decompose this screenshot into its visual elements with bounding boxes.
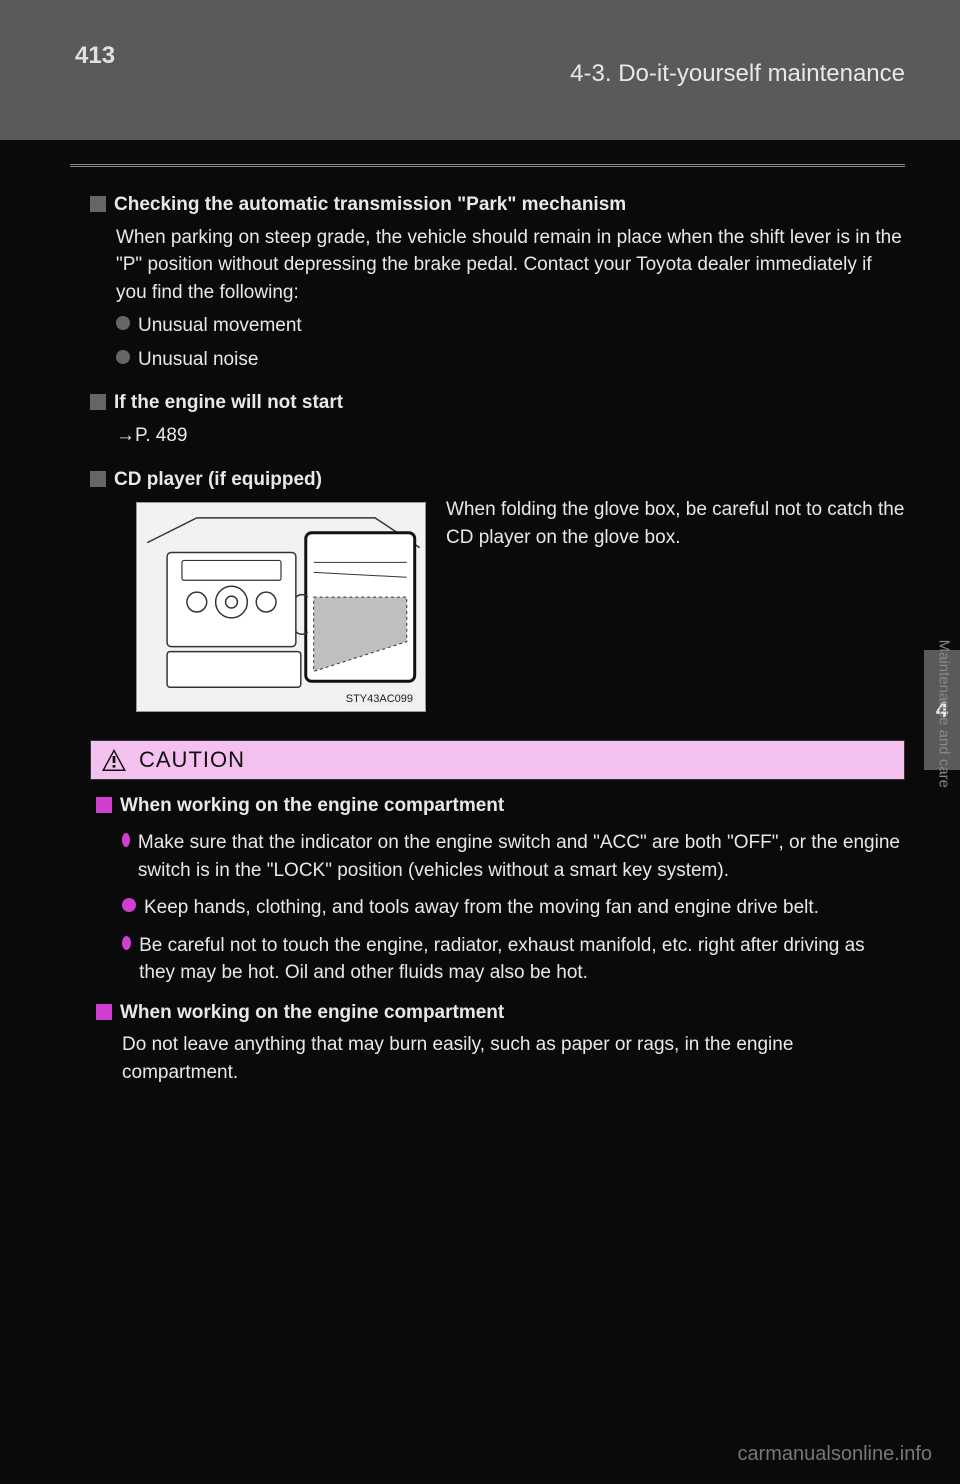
caution-title: When working on the engine compartment <box>120 1001 504 1026</box>
figure: STY43AC099 <box>136 502 426 712</box>
bullet-icon <box>116 350 130 364</box>
item-text: Unusual movement <box>138 312 302 340</box>
bullet-icon <box>122 833 130 847</box>
section-title: If the engine will not start <box>114 391 343 416</box>
list-item: Unusual movement <box>116 312 905 340</box>
bullet-icon <box>122 898 136 912</box>
section-head: Checking the automatic transmission "Par… <box>90 193 905 218</box>
section-title: CD player (if equipped) <box>114 468 322 493</box>
watermark: carmanualsonline.info <box>737 1443 932 1466</box>
square-icon <box>90 196 106 212</box>
section-title: Checking the automatic transmission "Par… <box>114 193 626 218</box>
caution-head: When working on the engine compartment <box>96 794 905 819</box>
bullet-icon <box>122 936 131 950</box>
square-icon <box>96 1004 112 1020</box>
caution-item: Make sure that the indicator on the engi… <box>122 829 905 884</box>
square-icon <box>90 394 106 410</box>
caution-item-text: Be careful not to touch the engine, radi… <box>139 932 905 987</box>
section-block: If the engine will not start →P. 489 <box>90 391 905 449</box>
section-block: Checking the automatic transmission "Par… <box>90 193 905 373</box>
divider <box>70 164 905 167</box>
section-block: CD player (if equipped) <box>90 468 905 713</box>
caution-bar: CAUTION <box>90 740 905 780</box>
section-body: When parking on steep grade, the vehicle… <box>116 224 905 307</box>
section-head: If the engine will not start <box>90 391 905 416</box>
bullet-icon <box>116 316 130 330</box>
square-icon <box>90 471 106 487</box>
section-header: 4-3. Do-it-yourself maintenance <box>570 60 905 88</box>
caution-item: Be careful not to touch the engine, radi… <box>122 932 905 987</box>
warning-icon <box>101 748 127 772</box>
page-number: 413 <box>75 42 115 70</box>
caution-label: CAUTION <box>139 747 245 773</box>
section-body: →P. 489 <box>116 422 905 450</box>
item-text: Unusual noise <box>138 346 258 374</box>
page-content: Checking the automatic transmission "Par… <box>70 164 905 1101</box>
caution-body: When working on the engine compartment M… <box>96 794 905 1086</box>
caution-head: When working on the engine compartment <box>96 1001 905 1026</box>
figure-caption: When folding the glove box, be careful n… <box>446 492 905 551</box>
caution-title: When working on the engine compartment <box>120 794 504 819</box>
caution-item: Keep hands, clothing, and tools away fro… <box>122 894 905 922</box>
section-head: CD player (if equipped) <box>90 468 905 493</box>
caution-item-text: Keep hands, clothing, and tools away fro… <box>144 894 819 922</box>
caution-block: When working on the engine compartment M… <box>96 794 905 986</box>
chapter-label: Maintenance and care <box>935 640 952 788</box>
figure-code: STY43AC099 <box>344 693 415 705</box>
caution-item-text: Make sure that the indicator on the engi… <box>138 829 905 884</box>
list-item: Unusual noise <box>116 346 905 374</box>
caution-text: Do not leave anything that may burn easi… <box>122 1031 905 1086</box>
square-icon <box>96 797 112 813</box>
figure-svg <box>137 503 425 711</box>
caution-block: When working on the engine compartment D… <box>96 1001 905 1087</box>
